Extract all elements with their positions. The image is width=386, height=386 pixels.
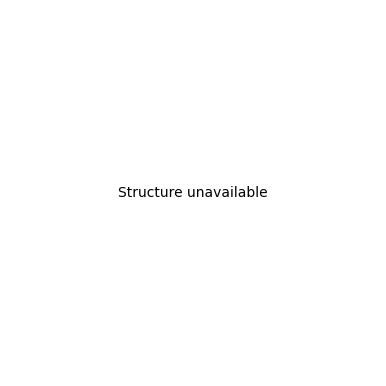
Text: Structure unavailable: Structure unavailable: [118, 186, 268, 200]
